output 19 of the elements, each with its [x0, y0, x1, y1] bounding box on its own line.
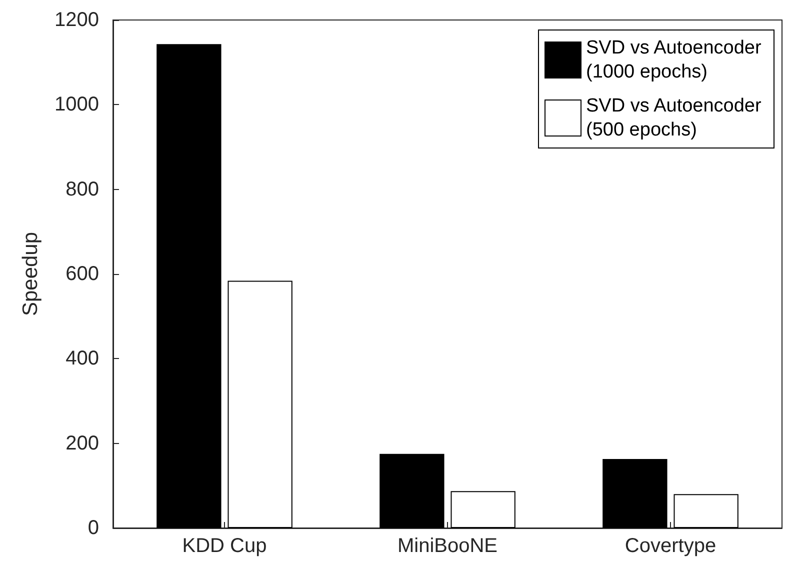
bar [602, 458, 668, 528]
y-tick-label: 600 [66, 263, 99, 285]
x-tick-label: KDD Cup [182, 535, 267, 557]
bar [156, 44, 222, 528]
y-tick-label: 800 [66, 178, 99, 200]
y-tick-label: 0 [88, 517, 99, 539]
legend-label: SVD vs Autoencoder (1000 epochs) [586, 38, 767, 82]
y-tick-label: 200 [66, 432, 99, 454]
y-tick-label: 400 [66, 348, 99, 370]
y-tick-label: 1000 [54, 94, 99, 116]
x-tick-label: MiniBooNE [397, 535, 498, 557]
y-axis-title: Speedup [19, 232, 42, 316]
bar [674, 494, 738, 528]
bar [380, 454, 444, 528]
bar [228, 280, 292, 528]
x-tick-label: Covertype [624, 535, 716, 557]
y-tick-label: 1200 [54, 9, 99, 31]
bar [450, 491, 516, 528]
legend-label: SVD vs Autoencoder (500 epochs) [586, 96, 767, 140]
